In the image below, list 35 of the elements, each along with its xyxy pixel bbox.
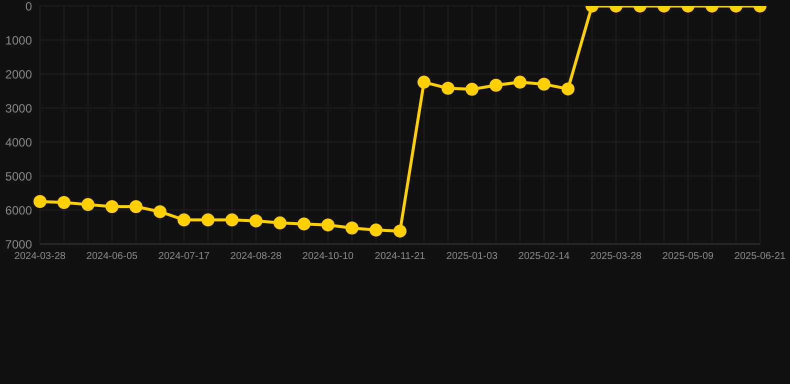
x-tick-label: 2024-06-05 — [86, 251, 138, 262]
point — [274, 216, 286, 230]
x-tick-label: 2025-05-09 — [662, 251, 714, 262]
point — [82, 198, 94, 212]
point — [202, 213, 214, 226]
x-tick-label: 2024-08-28 — [230, 251, 282, 262]
x-tick-label: 2024-11-21 — [374, 251, 426, 262]
x-tick-label: 2024-07-17 — [158, 251, 210, 262]
y-tick-label: 3000 — [5, 101, 32, 116]
y-tick-label: 5000 — [5, 169, 32, 184]
y-tick-label: 1000 — [5, 33, 32, 48]
point — [394, 224, 406, 238]
point — [130, 200, 142, 214]
point — [34, 195, 46, 208]
point — [298, 217, 310, 230]
point — [250, 214, 262, 228]
x-tick-label: 2025-02-14 — [518, 251, 570, 262]
x-tick-label: 2024-03-28 — [14, 251, 66, 262]
point — [346, 222, 358, 235]
point — [106, 200, 118, 214]
x-tick-label: 2025-06-21 — [734, 251, 786, 262]
y-tick-label: 7000 — [5, 237, 32, 252]
point — [322, 218, 334, 232]
point — [58, 196, 70, 210]
x-tick-label: 2024-10-10 — [302, 251, 354, 262]
y-tick-label: 2000 — [5, 67, 32, 82]
y-tick-label: 0 — [25, 0, 32, 14]
y-tick-label: 6000 — [5, 203, 32, 218]
point — [178, 213, 190, 226]
x-tick-label: 2025-03-28 — [590, 251, 642, 262]
x-tick-label: 2025-01-03 — [446, 251, 498, 262]
point — [154, 205, 166, 218]
point — [226, 213, 238, 226]
y-tick-label: 4000 — [5, 135, 32, 150]
point — [370, 224, 382, 237]
